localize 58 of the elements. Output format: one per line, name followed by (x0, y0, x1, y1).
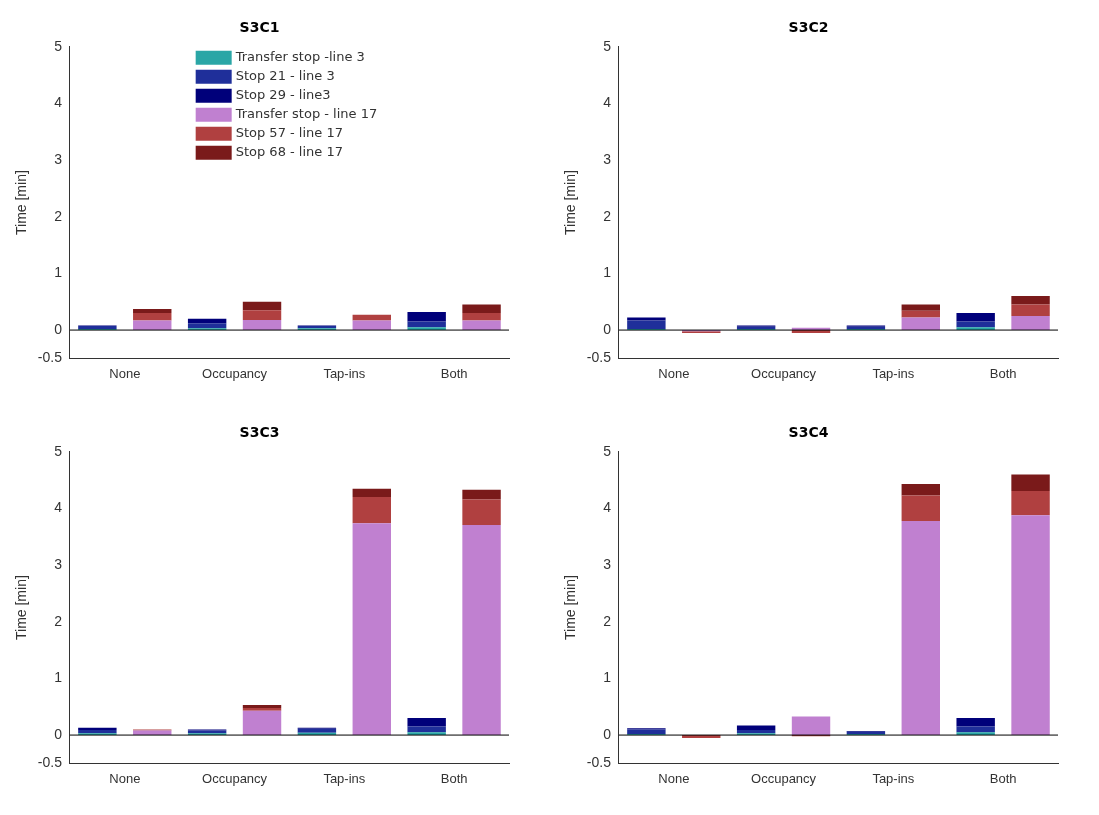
x-tick-label: Tap-ins (872, 365, 915, 381)
y-tick-label: 0 (54, 320, 63, 337)
chart-title: S3C1 (239, 19, 280, 36)
y-tick-label: 1 (603, 264, 612, 281)
chart-title: S3C4 (788, 424, 829, 441)
x-tick-label: Tap-ins (323, 365, 366, 381)
y-axis-title: Time [min] (562, 170, 579, 236)
y-tick-label: 2 (54, 612, 63, 629)
y-tick-label: 3 (603, 555, 612, 572)
x-tick-label: Occupancy (751, 365, 817, 381)
x-tick-label: Both (440, 770, 468, 786)
y-axis-title: Time [min] (13, 170, 30, 236)
x-tick-label: Occupancy (202, 365, 268, 381)
y-tick-label: 4 (603, 94, 612, 111)
y-tick-label: -0.5 (37, 754, 63, 771)
y-tick-label: 1 (54, 669, 63, 686)
y-tick-label: 4 (54, 499, 63, 516)
x-tick-label: None (109, 770, 141, 786)
legend-label: Stop 29 - line3 (235, 87, 331, 103)
y-tick-label: 5 (54, 37, 63, 54)
legend-label: Stop 68 - line 17 (235, 144, 343, 160)
y-tick-label: -0.5 (586, 754, 612, 771)
x-tick-label: None (658, 770, 690, 786)
y-tick-label: 3 (54, 150, 63, 167)
y-tick-label: 5 (54, 442, 63, 459)
x-tick-label: Occupancy (202, 770, 268, 786)
x-tick-label: Tap-ins (872, 770, 915, 786)
legend-label: Stop 21 - line 3 (235, 68, 335, 84)
y-tick-label: 2 (603, 207, 612, 224)
y-tick-label: 4 (54, 94, 63, 111)
x-tick-label: None (658, 365, 690, 381)
y-tick-label: 0 (603, 725, 612, 742)
y-tick-label: 3 (54, 555, 63, 572)
legend-label: Transfer stop - line 17 (234, 106, 378, 122)
y-tick-label: 1 (54, 264, 63, 281)
y-axis-title: Time [min] (562, 575, 579, 641)
x-tick-label: Both (440, 365, 468, 381)
x-tick-label: Both (989, 365, 1017, 381)
chart-title: S3C3 (239, 424, 280, 441)
legend-label: Transfer stop -line 3 (234, 49, 365, 65)
y-tick-label: 0 (54, 725, 63, 742)
y-tick-label: 2 (54, 207, 63, 224)
y-tick-label: 0 (603, 320, 612, 337)
y-tick-label: 5 (603, 37, 612, 54)
y-tick-label: 4 (603, 499, 612, 516)
y-tick-label: -0.5 (37, 349, 63, 366)
y-tick-label: 2 (603, 612, 612, 629)
x-tick-label: Tap-ins (323, 770, 366, 786)
x-tick-label: Both (989, 770, 1017, 786)
y-tick-label: -0.5 (586, 349, 612, 366)
y-axis-title: Time [min] (13, 575, 30, 641)
y-tick-label: 3 (603, 150, 612, 167)
y-tick-label: 5 (603, 442, 612, 459)
y-tick-label: 1 (603, 669, 612, 686)
chart-title: S3C2 (788, 19, 829, 36)
legend-label: Stop 57 - line 17 (235, 125, 343, 141)
x-tick-label: Occupancy (751, 770, 817, 786)
x-tick-label: None (109, 365, 141, 381)
